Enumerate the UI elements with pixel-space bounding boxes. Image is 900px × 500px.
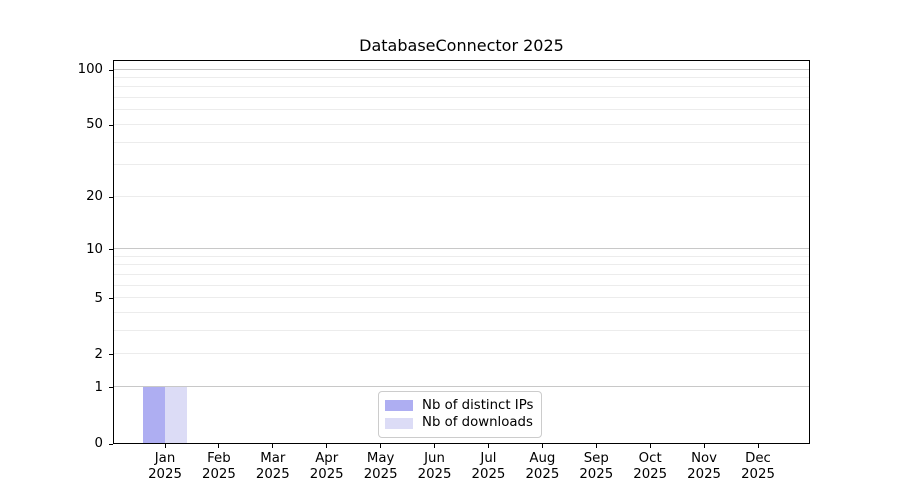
h-gridline-minor bbox=[114, 353, 809, 355]
plot-area: Nb of distinct IPs Nb of downloads bbox=[113, 60, 810, 444]
bar-nb-of-distinct-ips-jan bbox=[143, 386, 165, 443]
y-tick-mark bbox=[109, 196, 113, 198]
legend-swatch bbox=[385, 417, 413, 429]
y-tick-mark bbox=[109, 354, 113, 356]
x-tick-mark bbox=[649, 444, 651, 448]
h-gridline-major bbox=[114, 248, 809, 250]
h-gridline-minor bbox=[114, 86, 809, 88]
chart-title: DatabaseConnector 2025 bbox=[359, 36, 564, 55]
h-gridline-minor bbox=[114, 123, 809, 125]
x-tick-label-sep: Sep 2025 bbox=[579, 451, 614, 483]
x-tick-mark bbox=[541, 444, 543, 448]
x-tick-mark bbox=[703, 444, 705, 448]
x-tick-label-jul: Jul 2025 bbox=[471, 451, 506, 483]
y-tick-mark bbox=[109, 387, 113, 389]
y-tick-label: 20 bbox=[86, 189, 103, 205]
h-gridline-minor bbox=[114, 255, 809, 257]
y-tick-label: 50 bbox=[86, 117, 103, 133]
y-tick-label: 1 bbox=[94, 379, 103, 395]
x-tick-label-mar: Mar 2025 bbox=[255, 451, 290, 483]
x-tick-mark bbox=[326, 444, 328, 448]
x-tick-label-apr: Apr 2025 bbox=[309, 451, 344, 483]
y-tick-label: 2 bbox=[94, 346, 103, 362]
h-gridline-minor bbox=[114, 284, 809, 286]
h-gridline-minor bbox=[114, 297, 809, 299]
h-gridline-major bbox=[114, 386, 809, 388]
x-tick-label-dec: Dec 2025 bbox=[741, 451, 775, 483]
y-tick-mark bbox=[109, 443, 113, 445]
h-gridline-minor bbox=[114, 330, 809, 332]
x-tick-label-jun: Jun 2025 bbox=[417, 451, 452, 483]
x-tick-label-may: May 2025 bbox=[363, 451, 398, 483]
h-gridline-minor bbox=[114, 312, 809, 314]
x-tick-label-oct: Oct 2025 bbox=[633, 451, 668, 483]
x-tick-label-nov: Nov 2025 bbox=[687, 451, 721, 483]
x-tick-mark bbox=[164, 444, 166, 448]
legend-entry: Nb of distinct IPs bbox=[385, 397, 533, 415]
h-gridline-minor bbox=[114, 141, 809, 143]
legend-swatch bbox=[385, 400, 413, 412]
legend: Nb of distinct IPs Nb of downloads bbox=[378, 391, 543, 439]
y-tick-mark bbox=[109, 249, 113, 251]
y-tick-label: 5 bbox=[94, 290, 103, 306]
y-tick-label: 10 bbox=[86, 241, 103, 257]
h-gridline-minor bbox=[114, 164, 809, 166]
x-tick-label-feb: Feb 2025 bbox=[201, 451, 236, 483]
y-tick-mark bbox=[109, 69, 113, 71]
x-tick-mark bbox=[272, 444, 274, 448]
legend-label: Nb of distinct IPs bbox=[422, 397, 534, 413]
h-gridline-minor bbox=[114, 109, 809, 111]
x-tick-label-aug: Aug 2025 bbox=[525, 451, 560, 483]
h-gridline-minor bbox=[114, 195, 809, 197]
legend-label: Nb of downloads bbox=[422, 415, 533, 431]
x-tick-mark bbox=[595, 444, 597, 448]
x-tick-label-jan: Jan 2025 bbox=[148, 451, 182, 483]
h-gridline-minor bbox=[114, 76, 809, 78]
y-tick-mark bbox=[109, 124, 113, 126]
x-tick-mark bbox=[218, 444, 220, 448]
y-tick-label: 0 bbox=[94, 436, 103, 451]
y-tick-mark bbox=[109, 298, 113, 300]
x-tick-mark bbox=[380, 444, 382, 448]
x-tick-mark bbox=[434, 444, 436, 448]
x-tick-mark bbox=[487, 444, 489, 448]
h-gridline-minor bbox=[114, 264, 809, 266]
x-tick-mark bbox=[757, 444, 759, 448]
y-tick-label: 100 bbox=[77, 62, 103, 77]
bar-nb-of-downloads-jan bbox=[165, 386, 187, 443]
h-gridline-minor bbox=[114, 274, 809, 275]
h-gridline-minor bbox=[114, 97, 809, 99]
legend-entry: Nb of downloads bbox=[385, 415, 533, 433]
h-gridline-major bbox=[114, 68, 809, 70]
